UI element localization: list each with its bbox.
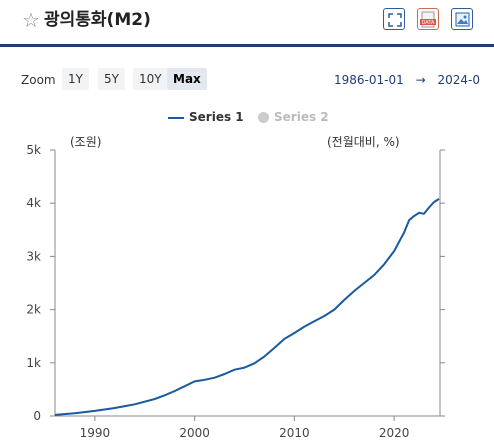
data-download-icon: DATA xyxy=(420,11,436,28)
header-divider xyxy=(0,44,494,47)
date-from[interactable]: 1986-01-01 xyxy=(334,73,404,87)
legend-item-series-1[interactable]: Series 1 xyxy=(168,110,244,126)
zoom-10y-button[interactable]: 10Y xyxy=(133,68,168,90)
expand-button[interactable] xyxy=(383,8,405,30)
legend-dot-marker xyxy=(258,112,269,123)
expand-icon xyxy=(388,13,402,27)
legend-item-series-2[interactable]: Series 2 xyxy=(258,110,329,126)
y-tick-label: 4k xyxy=(26,196,41,210)
date-to[interactable]: 2024-0 xyxy=(437,73,480,87)
x-tick-label: 2010 xyxy=(279,426,310,440)
zoom-1y-button[interactable]: 1Y xyxy=(62,68,89,90)
y-tick-label: 5k xyxy=(26,143,41,157)
y-tick-label: 3k xyxy=(26,249,41,263)
legend-label-series-1: Series 1 xyxy=(189,110,244,124)
y-axis-unit-right: (전월대비, %) xyxy=(327,135,400,149)
y-tick-label: 0 xyxy=(33,409,41,423)
legend-line-marker xyxy=(168,116,184,119)
legend-label-series-2: Series 2 xyxy=(274,110,329,124)
zoom-5y-button[interactable]: 5Y xyxy=(98,68,125,90)
x-tick-label: 1990 xyxy=(80,426,111,440)
y-axis-unit-left: (조원) xyxy=(70,135,102,149)
date-range: 1986-01-01 → 2024-0 xyxy=(334,73,480,87)
image-download-button[interactable] xyxy=(451,8,473,30)
panel-header: ☆ 광의통화(M2) DATA xyxy=(0,0,494,46)
zoom-label: Zoom xyxy=(21,73,56,87)
page-title: 광의통화(M2) xyxy=(44,10,151,30)
star-icon[interactable]: ☆ xyxy=(22,8,40,32)
y-tick-label: 2k xyxy=(26,303,41,317)
svg-text:DATA: DATA xyxy=(422,20,435,26)
x-tick-label: 2020 xyxy=(379,426,410,440)
y-tick-label: 1k xyxy=(26,356,41,370)
image-download-icon xyxy=(455,12,470,27)
date-range-arrow: → xyxy=(415,73,426,87)
x-tick-label: 2000 xyxy=(179,426,210,440)
data-download-button[interactable]: DATA xyxy=(417,8,439,30)
zoom-max-button[interactable]: Max xyxy=(167,68,207,90)
series-line-1 xyxy=(54,198,440,416)
